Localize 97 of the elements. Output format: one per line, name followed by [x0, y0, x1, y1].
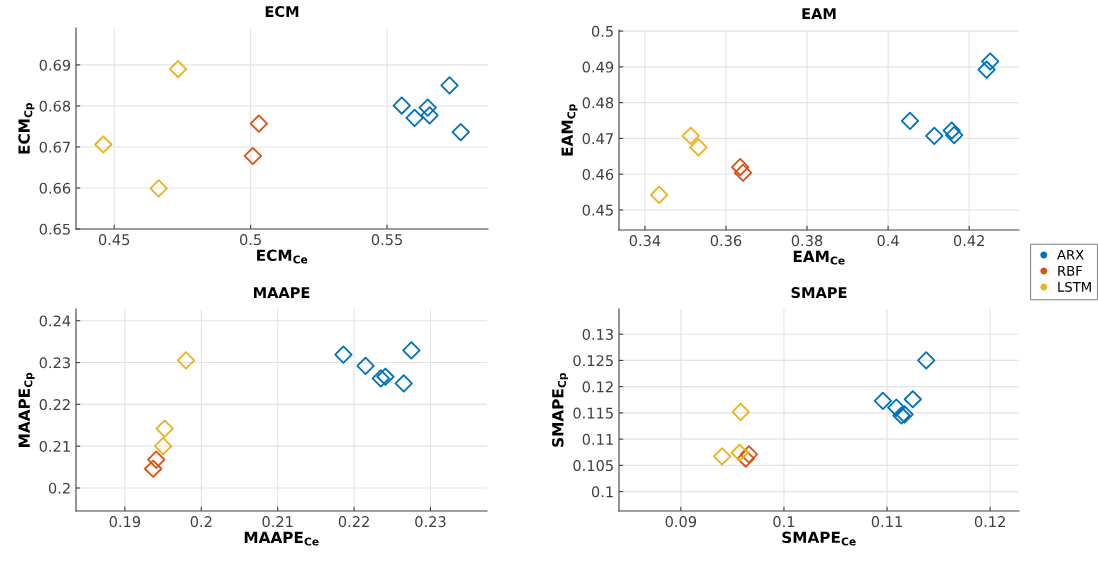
point: [356, 356, 375, 375]
point: [887, 398, 906, 417]
point: [731, 157, 750, 177]
x-tick-label: 0.21: [262, 516, 293, 528]
y-tick-label: 0.21: [39, 440, 70, 452]
point: [149, 179, 168, 198]
chart-title: ECM: [265, 6, 299, 18]
y-tick-label: 0.66: [39, 182, 71, 194]
point: [402, 341, 421, 360]
point: [977, 60, 996, 79]
x-tick-label: 0.45: [98, 234, 130, 246]
y-tick-label: 0.105: [573, 460, 613, 472]
y-tick-label: 0.115: [573, 407, 613, 419]
point: [153, 437, 173, 456]
x-tick-label: 0.5: [239, 234, 261, 246]
x-tick-label: 0.1: [773, 516, 795, 528]
point: [900, 111, 920, 130]
point: [405, 108, 424, 127]
y-tick-label: 0.1: [591, 486, 613, 498]
y-tick-label: 0.22: [39, 399, 70, 411]
x-tick-label: 0.36: [710, 235, 742, 247]
point: [739, 445, 759, 464]
y-tick-label: 0.11: [582, 433, 613, 445]
y-tick-label: 0.67: [39, 141, 70, 153]
x-tick-label: 0.12: [974, 516, 1005, 528]
point: [981, 52, 1000, 71]
x-axis-title: ECM$_{Ce}$: [257, 249, 308, 264]
y-tick-label: 0.125: [573, 355, 613, 367]
point: [418, 98, 437, 117]
y-axis-title: MAAPE$_{Cp}$: [18, 372, 35, 447]
y-tick-label: 0.2: [48, 482, 70, 494]
point: [730, 443, 749, 462]
y-tick-label: 0.48: [582, 97, 614, 109]
point: [168, 59, 188, 79]
point: [942, 121, 961, 140]
x-tick-label: 0.38: [791, 235, 823, 247]
point: [334, 345, 353, 364]
y-tick-label: 0.49: [582, 61, 614, 73]
point: [420, 106, 439, 125]
legend-label: LSTM: [1058, 281, 1091, 292]
x-axis-title: MAAPE$_{Ce}$: [244, 531, 319, 546]
point: [736, 449, 755, 468]
x-tick-label: 0.34: [629, 235, 661, 247]
y-tick-label: 0.24: [39, 315, 71, 327]
point: [147, 450, 166, 469]
y-tick-label: 0.45: [582, 204, 613, 216]
x-tick-label: 0.42: [953, 235, 984, 247]
point: [712, 447, 732, 466]
y-tick-label: 0.23: [39, 357, 70, 369]
chart-title: MAAPE: [253, 287, 310, 298]
legend-label: ARX: [1057, 249, 1084, 260]
x-tick-label: 0.2: [190, 516, 212, 528]
point: [371, 369, 390, 388]
chart-title: EAM: [802, 8, 836, 19]
point: [451, 123, 470, 142]
point: [144, 459, 163, 478]
point: [945, 126, 964, 145]
point: [94, 135, 113, 154]
point: [689, 138, 708, 157]
y-tick-label: 0.13: [582, 328, 613, 340]
point: [649, 185, 669, 205]
y-axis-title: SMAPE$_{Cp}$: [552, 373, 569, 447]
y-tick-label: 0.12: [582, 381, 613, 393]
x-tick-label: 0.4: [877, 235, 899, 247]
y-tick-label: 0.65: [39, 223, 70, 235]
y-axis-title: EAM$_{Cp}$: [561, 104, 578, 156]
point: [731, 402, 750, 421]
point: [440, 76, 459, 95]
point: [917, 351, 936, 370]
x-tick-label: 0.55: [371, 234, 403, 246]
point: [249, 114, 268, 133]
y-axis-title: ECM$_{Cp}$: [18, 102, 35, 154]
point: [394, 374, 413, 393]
point: [392, 96, 411, 115]
legend-label: RBF: [1058, 266, 1083, 276]
y-tick-label: 0.5: [591, 25, 613, 37]
x-tick-label: 0.11: [871, 516, 902, 528]
x-axis-title: SMAPE$_{Ce}$: [782, 531, 856, 546]
x-axis-title: EAM$_{Ce}$: [793, 250, 845, 265]
point: [155, 419, 174, 438]
y-tick-label: 0.68: [39, 100, 71, 112]
x-tick-label: 0.09: [665, 516, 697, 528]
point: [681, 126, 700, 146]
y-tick-label: 0.46: [582, 168, 614, 180]
x-tick-label: 0.19: [109, 516, 141, 528]
point: [176, 351, 196, 370]
point: [903, 390, 922, 409]
point: [873, 391, 893, 410]
y-tick-label: 0.47: [582, 133, 613, 145]
y-tick-label: 0.69: [39, 59, 71, 71]
chart-title: SMAPE: [791, 287, 847, 299]
point: [376, 367, 395, 386]
point: [243, 146, 262, 166]
x-tick-label: 0.23: [415, 516, 446, 528]
x-tick-label: 0.22: [338, 516, 369, 528]
point: [925, 126, 944, 146]
point: [733, 163, 753, 182]
